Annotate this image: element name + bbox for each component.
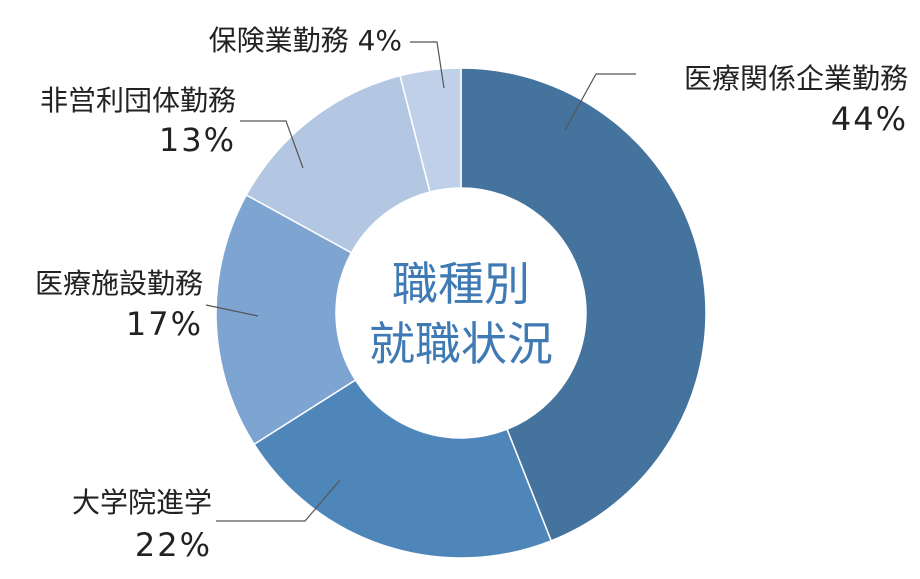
slice-value-label: 17%	[126, 305, 203, 343]
leader-line	[240, 120, 304, 169]
pie-slice	[215, 193, 357, 446]
slice-labels: 医療関係企業勤務 44% 大学院進学 22% 医療施設勤務 17% 非営利団体勤務 13% 保険…	[35, 24, 908, 564]
leader-line	[205, 304, 259, 317]
pie-slice	[460, 67, 707, 542]
leader-line	[216, 479, 341, 522]
chart-title-line: 職種別	[392, 257, 530, 311]
slice-category-label: 保険業勤務 4%	[209, 24, 402, 57]
pie-slice	[399, 67, 462, 193]
slice-value-label: 22%	[135, 526, 212, 564]
pie-slice	[245, 74, 431, 254]
slice-category-label: 医療施設勤務	[35, 267, 203, 300]
slices-group	[215, 67, 707, 559]
slice-category-label: 大学院進学	[72, 486, 212, 519]
slice-value-label: 44%	[831, 100, 908, 138]
leader-line	[564, 73, 636, 131]
chart-title-line: 就職状況	[369, 317, 553, 371]
leader-lines	[205, 41, 636, 522]
pie-slice	[253, 378, 553, 559]
leader-line	[410, 41, 445, 89]
slice-value-label: 13%	[159, 121, 236, 159]
slice-category-label: 医療関係企業勤務	[684, 62, 908, 95]
slice-category-label: 非営利団体勤務	[40, 84, 236, 117]
